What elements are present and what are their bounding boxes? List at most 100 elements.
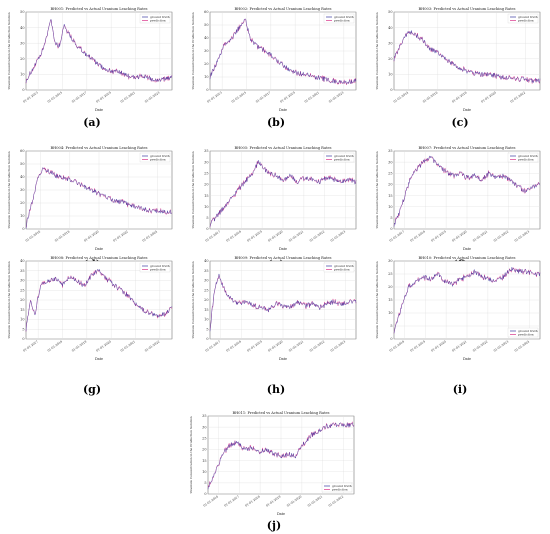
chart-title: BH008: Predicted vs Actual Uranium Leach… <box>51 256 148 260</box>
y-tick-label: 10 <box>204 318 208 322</box>
x-tick-label: 01-01-2019 <box>430 229 447 242</box>
y-tick-label: 0 <box>390 88 392 92</box>
chart-panel-d: BH004: Predicted vs Actual Uranium Leach… <box>6 143 178 251</box>
chart-panel-i: BH010: Predicted vs Actual Uranium Leach… <box>374 253 546 361</box>
y-tick-label: 40 <box>20 259 24 263</box>
legend-entry: prediction <box>332 488 348 492</box>
y-tick-label: 20 <box>204 62 208 66</box>
y-tick-label: 10 <box>388 205 392 209</box>
y-tick-label: 10 <box>20 318 24 322</box>
y-tick-label: 10 <box>202 470 206 474</box>
y-tick-label: 10 <box>204 75 208 79</box>
x-tick-label: 01-01-2023 <box>493 339 510 352</box>
y-tick-label: 25 <box>388 272 392 276</box>
x-axis-label: Date <box>277 512 285 516</box>
y-tick-label: 50 <box>20 10 24 14</box>
legend-box <box>323 13 355 24</box>
legend-entry: prediction <box>334 268 350 272</box>
legend-box <box>321 482 353 493</box>
x-tick-label: 01-01-2018 <box>244 494 261 507</box>
x-tick-label: 01-01-2013 <box>206 90 223 103</box>
series-ground-truth <box>393 155 541 227</box>
y-tick-label: 0 <box>22 337 24 341</box>
y-axis-label: Uranium Concentration in the Production … <box>375 261 379 338</box>
y-tick-label: 50 <box>204 23 208 27</box>
chart-title: BH007: Predicted vs Actual Uranium Leach… <box>419 146 516 150</box>
y-axis-label: Uranium Concentration in the Production … <box>7 151 11 228</box>
y-tick-label: 0 <box>204 492 206 496</box>
y-tick-label: 25 <box>388 171 392 175</box>
x-axis-label: Date <box>95 357 103 361</box>
x-tick-label: 01-01-2020 <box>267 229 284 242</box>
y-tick-label: 5 <box>206 327 208 331</box>
x-tick-label: 01-01-2017 <box>22 339 39 352</box>
chart-panel-j: BH011: Predicted vs Actual Uranium Leach… <box>188 408 360 516</box>
y-tick-label: 30 <box>388 160 392 164</box>
x-axis-label: Date <box>279 108 287 112</box>
y-tick-label: 25 <box>204 171 208 175</box>
y-tick-label: 0 <box>206 227 208 231</box>
legend-entry: ground truth <box>150 154 170 158</box>
x-tick-label: 01-01-2021 <box>472 229 489 242</box>
y-tick-label: 40 <box>20 26 24 30</box>
y-axis-label: Uranium Concentration in the Production … <box>7 12 11 89</box>
chart-svg-f: BH007: Predicted vs Actual Uranium Leach… <box>375 146 541 251</box>
chart-title: BH004: Predicted vs Actual Uranium Leach… <box>51 146 148 150</box>
x-tick-label: 01-01-2017 <box>255 90 272 103</box>
legend-entry: prediction <box>150 268 166 272</box>
x-tick-label: 01-01-2021 <box>288 229 305 242</box>
x-tick-label: 01-01-2022 <box>493 229 510 242</box>
x-tick-label: 01-01-2022 <box>309 229 326 242</box>
subfigure-label: (b) <box>266 116 286 129</box>
x-tick-label: 01-01-2023 <box>330 229 347 242</box>
y-tick-label: 35 <box>20 269 24 273</box>
y-tick-label: 30 <box>388 259 392 263</box>
y-axis-label: Uranium Concentration in the Production … <box>7 261 11 338</box>
legend-entry: prediction <box>518 333 534 337</box>
x-tick-label: 01-01-2022 <box>472 339 489 352</box>
chart-panel-e: BH005: Predicted vs Actual Uranium Leach… <box>190 143 362 251</box>
x-tick-label: 01-01-2018 <box>54 229 71 242</box>
chart-panel-c: BH003: Predicted vs Actual Uranium Leach… <box>374 4 546 112</box>
x-tick-label: 01-01-2020 <box>267 339 284 352</box>
legend-box <box>507 327 539 338</box>
chart-title: BH011: Predicted vs Actual Uranium Leach… <box>233 411 330 415</box>
subfigure-label: (a) <box>83 116 101 129</box>
x-tick-label: 01-01-2013 <box>22 90 39 103</box>
legend-entry: prediction <box>518 158 534 162</box>
x-tick-label: 01-01-2015 <box>231 90 248 103</box>
y-tick-label: 30 <box>388 41 392 45</box>
x-tick-label: 01-01-2021 <box>451 339 468 352</box>
y-axis-label: Uranium Concentration in the Production … <box>375 12 379 89</box>
subfigure-label: (c) <box>451 116 469 129</box>
chart-title: BH003: Predicted vs Actual Uranium Leach… <box>419 7 516 11</box>
y-tick-label: 20 <box>388 285 392 289</box>
chart-title: BH001: Predicted vs Actual Uranium Leach… <box>51 7 148 11</box>
y-tick-label: 20 <box>20 57 24 61</box>
y-tick-label: 40 <box>20 175 24 179</box>
x-axis-label: Date <box>95 108 103 112</box>
x-tick-label: 01-01-2022 <box>112 229 129 242</box>
chart-svg-i: BH010: Predicted vs Actual Uranium Leach… <box>375 256 541 361</box>
legend-entry: ground truth <box>518 329 538 333</box>
chart-svg-c: BH003: Predicted vs Actual Uranium Leach… <box>375 7 541 112</box>
y-tick-label: 30 <box>20 41 24 45</box>
y-tick-label: 40 <box>204 259 208 263</box>
x-tick-label: 01-01-2021 <box>288 339 305 352</box>
y-tick-label: 30 <box>204 279 208 283</box>
x-tick-label: 01-01-2020 <box>430 339 447 352</box>
x-tick-label: 01-01-2018 <box>451 90 468 103</box>
y-axis-label: Uranium Concentration in the Production … <box>191 12 195 89</box>
subfigure-label: (g) <box>82 383 102 396</box>
chart-title: BH010: Predicted vs Actual Uranium Leach… <box>419 256 516 260</box>
chart-svg-d: BH004: Predicted vs Actual Uranium Leach… <box>7 146 173 251</box>
y-tick-label: 25 <box>204 288 208 292</box>
y-tick-label: 5 <box>390 324 392 328</box>
legend-entry: ground truth <box>334 264 354 268</box>
x-tick-label: 01-01-2021 <box>120 90 137 103</box>
y-tick-label: 15 <box>204 308 208 312</box>
subfigure-label: (h) <box>266 383 286 396</box>
series-ground-truth <box>25 19 173 83</box>
y-tick-label: 40 <box>388 26 392 30</box>
legend-entry: ground truth <box>518 154 538 158</box>
